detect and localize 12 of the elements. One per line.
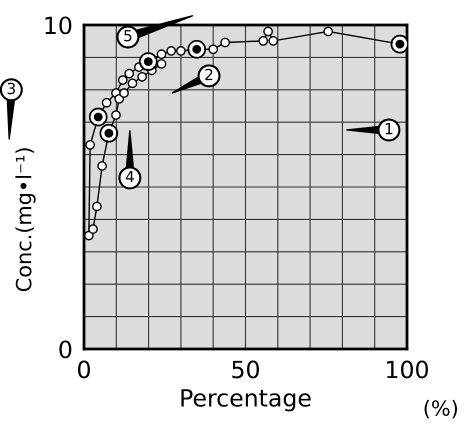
x-axis-title: Percentage <box>181 389 311 412</box>
annotation: 4 <box>126 171 134 182</box>
text: (%) <box>424 400 458 418</box>
x-tick-label: 50 <box>232 360 259 378</box>
annotation: 5 <box>124 30 132 42</box>
x-tick-label: 100 <box>387 360 428 378</box>
y-tick-label: 10 <box>45 16 72 34</box>
annotation: 2 <box>205 68 212 80</box>
annotation: 1 <box>386 123 392 134</box>
x-tick-label: 0 <box>78 360 90 378</box>
text: 3 <box>8 82 15 94</box>
y-axis-title: Conc.(mg•l⁻¹) <box>15 148 36 292</box>
